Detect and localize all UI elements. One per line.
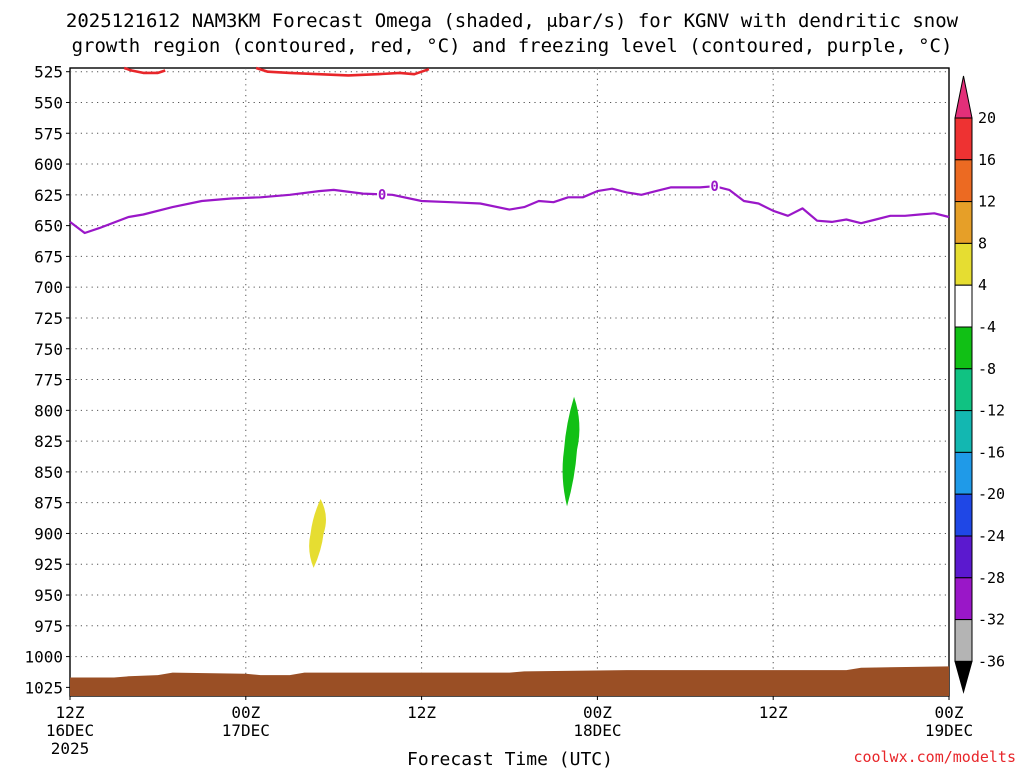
- colorbar-label: 8: [978, 234, 987, 252]
- colorbar-label: 4: [978, 276, 987, 294]
- colorbar-segment: [954, 201, 973, 244]
- y-tick-label: 725: [34, 309, 63, 328]
- colorbar-label: -28: [978, 569, 1005, 587]
- plot-frame: [69, 67, 950, 697]
- colorbar-segment: [954, 159, 973, 203]
- colorbar-label: -16: [978, 443, 1005, 461]
- colorbar-label: 20: [978, 109, 996, 127]
- x-tick-label: 00Z: [583, 703, 612, 722]
- y-tick-label: 525: [34, 63, 63, 82]
- colorbar-segment: [954, 117, 973, 161]
- colorbar-segment: [954, 535, 973, 579]
- contour-label-bg: [709, 179, 720, 193]
- freezing-level-line: [69, 185, 950, 235]
- colorbar-segment: [954, 368, 973, 412]
- x-tick-year: 2025: [51, 739, 90, 758]
- y-tick-label: 1000: [24, 648, 63, 667]
- x-tick-date: 19DEC: [925, 721, 973, 740]
- colorbar-segment: [954, 451, 973, 495]
- colorbar-label: -20: [978, 485, 1005, 503]
- y-tick-label: 900: [34, 524, 63, 543]
- x-tick-label: 12Z: [56, 703, 85, 722]
- y-tick-label: 625: [34, 186, 63, 205]
- colorbar-segment: [954, 326, 973, 370]
- colorbar: 20 16 12 8 4 -4 -8 -12 -16 -20 -24 -28 -32 -36: [954, 75, 1005, 694]
- colorbar-segment: [954, 577, 973, 621]
- colorbar-label: 16: [978, 151, 996, 169]
- y-tick-label: 650: [34, 217, 63, 236]
- colorbar-label: -32: [978, 611, 1005, 629]
- dgz-contour-2: [255, 66, 430, 77]
- colorbar-label: -8: [978, 360, 996, 378]
- y-tick-label: 775: [34, 371, 63, 390]
- x-tick-label: 00Z: [935, 703, 964, 722]
- terrain-fill: [70, 666, 949, 696]
- y-tick-label: 1025: [24, 678, 63, 697]
- omega-blob-2: [562, 396, 580, 507]
- y-tick-label: 750: [34, 340, 63, 359]
- y-tick-label: 600: [34, 155, 63, 174]
- y-tick-label: 550: [34, 93, 63, 112]
- plot-area: 525 550 575 600 625 650 675 700 725 750 775 800 825 8…: [24, 63, 973, 758]
- x-tick-date: 17DEC: [222, 721, 270, 740]
- colorbar-top-arrow: [954, 75, 973, 119]
- colorbar-bottom-arrow: [954, 660, 973, 694]
- dgz-contour-1: [123, 66, 166, 75]
- credit-text: coolwx.com/modelts: [853, 748, 1016, 766]
- colorbar-segment: [954, 410, 973, 453]
- x-tick-label: 12Z: [759, 703, 788, 722]
- y-tick-label: 700: [34, 278, 63, 297]
- x-tick-date: 16DEC: [46, 721, 94, 740]
- y-tick-label: 975: [34, 617, 63, 636]
- x-tick-label: 12Z: [407, 703, 436, 722]
- colorbar-label: -24: [978, 527, 1005, 545]
- x-axis-label: Forecast Time (UTC): [407, 749, 613, 768]
- y-tick-label: 850: [34, 463, 63, 482]
- y-tick-label: 800: [34, 401, 63, 420]
- y-tick-label: 950: [34, 586, 63, 605]
- colorbar-segment: [954, 493, 973, 537]
- y-tick-label: 675: [34, 247, 63, 266]
- y-tick-label: 925: [34, 555, 63, 574]
- x-tick-label: 00Z: [231, 703, 260, 722]
- y-tick-label: 825: [34, 432, 63, 451]
- chart-subtitle: growth region (contoured, red, °C) and f…: [72, 35, 953, 57]
- colorbar-label: -36: [978, 652, 1005, 670]
- contour-label-bg: [377, 187, 388, 201]
- colorbar-label: -4: [978, 318, 996, 336]
- y-tick-label: 875: [34, 494, 63, 513]
- colorbar-segment: [954, 284, 973, 328]
- colorbar-label: 12: [978, 193, 996, 211]
- colorbar-label: -12: [978, 402, 1005, 420]
- freezing-level-label: 0: [710, 179, 718, 195]
- omega-blob-1: [309, 498, 326, 568]
- colorbar-segment: [954, 242, 973, 286]
- freezing-level-label: 0: [378, 187, 386, 203]
- y-tick-label: 575: [34, 124, 63, 143]
- x-tick-date: 18DEC: [573, 721, 621, 740]
- colorbar-segment: [954, 619, 973, 662]
- chart-title: 2025121612 NAM3KM Forecast Omega (shaded…: [66, 10, 959, 32]
